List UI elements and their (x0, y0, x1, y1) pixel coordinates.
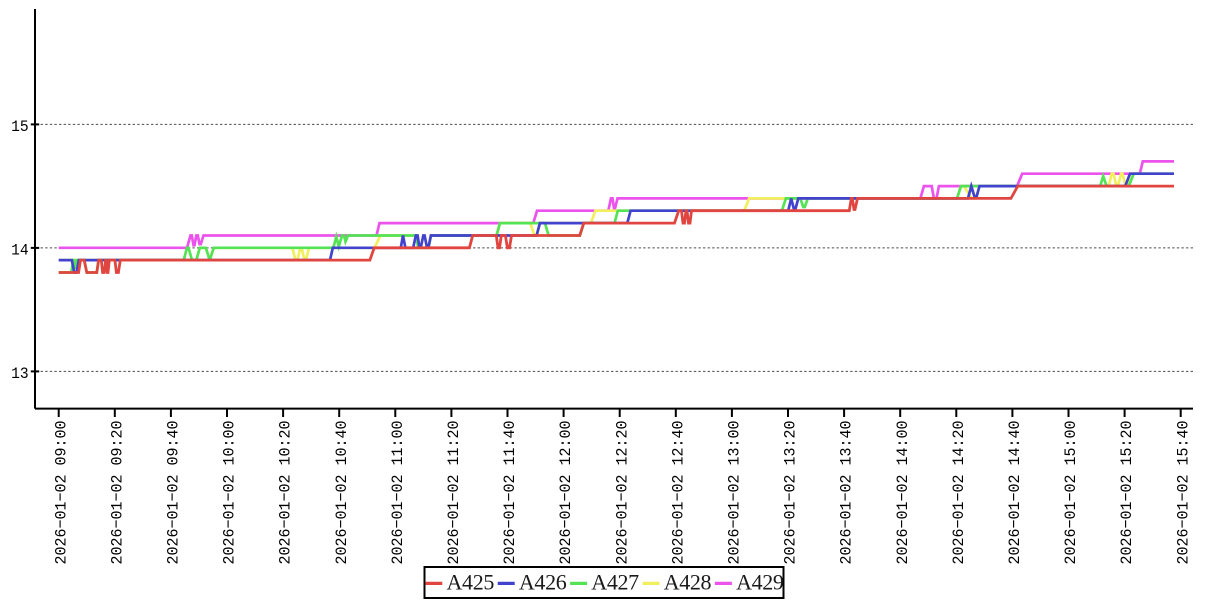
svg-text:2026−01−02 10:40: 2026−01−02 10:40 (333, 421, 351, 565)
svg-text:2026−01−02 14:40: 2026−01−02 14:40 (1006, 421, 1024, 565)
svg-text:2026−01−02 12:00: 2026−01−02 12:00 (557, 421, 575, 565)
svg-text:A426: A426 (519, 570, 567, 595)
svg-text:2026−01−02 15:00: 2026−01−02 15:00 (1062, 421, 1080, 565)
svg-text:2026−01−02 14:00: 2026−01−02 14:00 (894, 421, 912, 565)
svg-text:2026−01−02 11:40: 2026−01−02 11:40 (501, 421, 519, 565)
svg-text:2026−01−02 11:20: 2026−01−02 11:20 (445, 421, 463, 565)
svg-text:2026−01−02 13:20: 2026−01−02 13:20 (782, 421, 800, 565)
svg-text:2026−01−02 09:40: 2026−01−02 09:40 (165, 421, 183, 565)
svg-text:2026−01−02 13:40: 2026−01−02 13:40 (838, 421, 856, 565)
svg-text:2026−01−02 10:00: 2026−01−02 10:00 (221, 421, 239, 565)
svg-text:A429: A429 (736, 570, 784, 595)
svg-text:A427: A427 (591, 570, 639, 595)
svg-text:2026−01−02 15:40: 2026−01−02 15:40 (1174, 421, 1192, 565)
svg-text:2026−01−02 12:20: 2026−01−02 12:20 (613, 421, 631, 565)
svg-text:13: 13 (11, 365, 29, 383)
svg-text:2026−01−02 11:00: 2026−01−02 11:00 (389, 421, 407, 565)
svg-text:2026−01−02 12:40: 2026−01−02 12:40 (669, 421, 687, 565)
svg-text:2026−01−02 13:00: 2026−01−02 13:00 (726, 421, 744, 565)
svg-text:14: 14 (11, 242, 29, 260)
svg-text:15: 15 (11, 118, 29, 136)
svg-text:A425: A425 (447, 570, 495, 595)
svg-text:2026−01−02 10:20: 2026−01−02 10:20 (277, 421, 295, 565)
svg-text:2026−01−02 14:20: 2026−01−02 14:20 (950, 421, 968, 565)
svg-text:2026−01−02 09:20: 2026−01−02 09:20 (108, 421, 126, 565)
svg-text:2026−01−02 09:00: 2026−01−02 09:00 (52, 421, 70, 565)
svg-text:A428: A428 (664, 570, 712, 595)
svg-text:2026−01−02 15:20: 2026−01−02 15:20 (1118, 421, 1136, 565)
